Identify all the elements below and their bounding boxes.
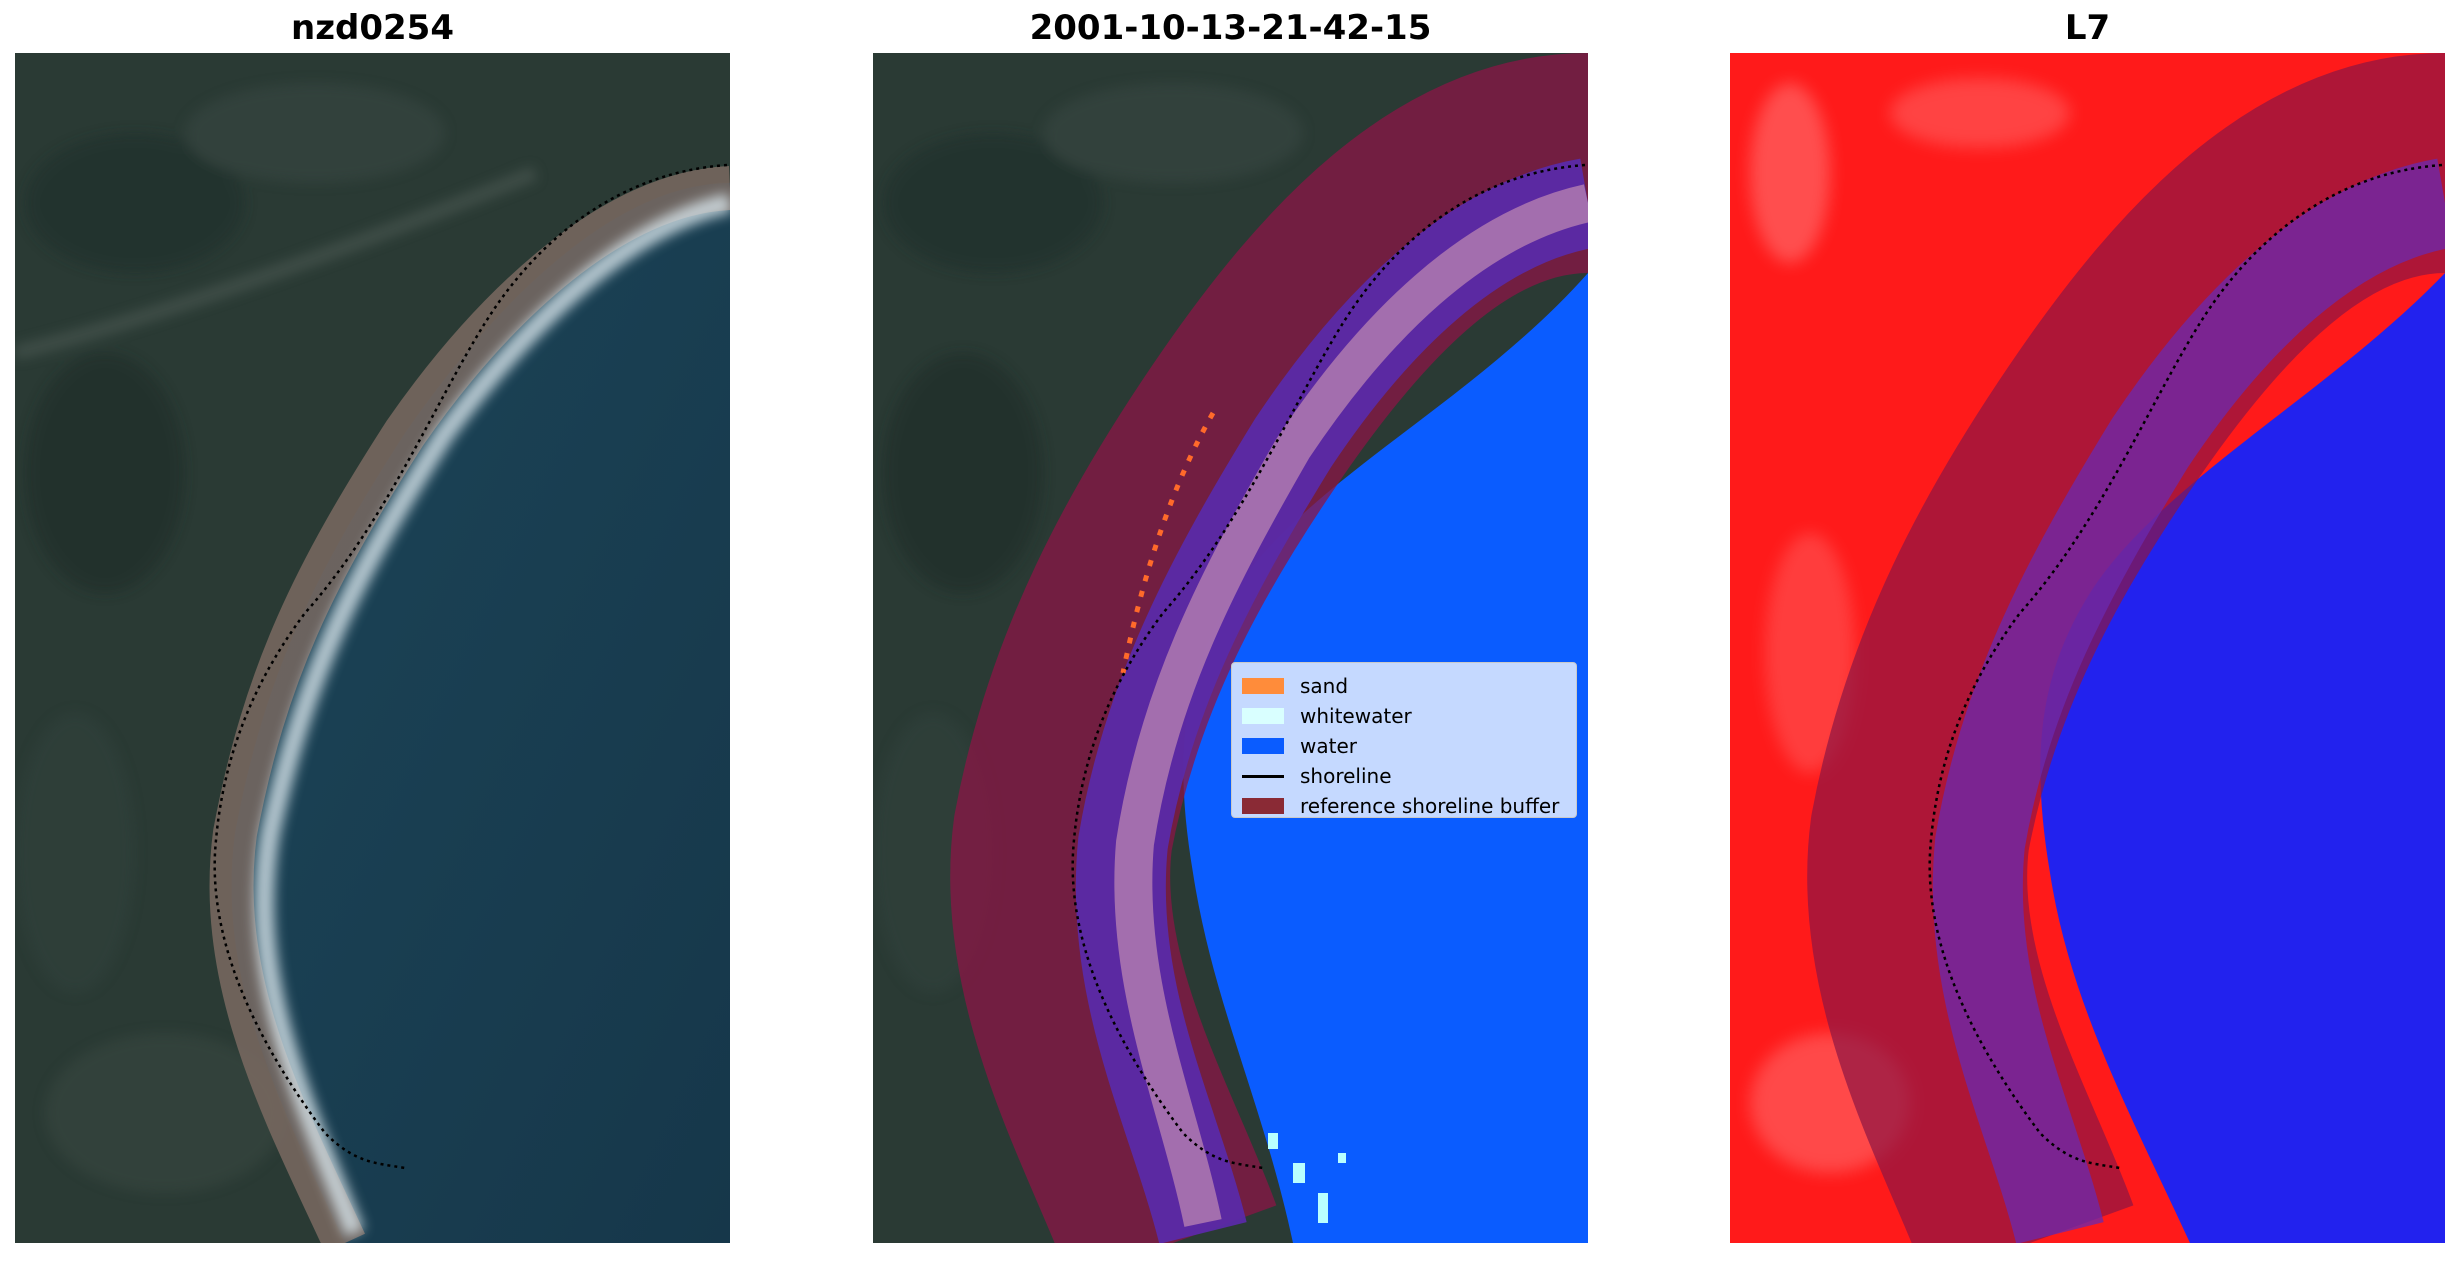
rgb-image-panel	[15, 53, 730, 1243]
shoreline-swatch	[1242, 774, 1284, 778]
sand-beach	[209, 166, 730, 1243]
legend-label: reference shoreline buffer	[1300, 794, 1560, 818]
whitewater-swatch	[1242, 708, 1284, 724]
legend-label: shoreline	[1300, 764, 1392, 788]
panel-title-right: L7	[2064, 8, 2111, 48]
legend-label: whitewater	[1300, 704, 1412, 728]
surf-zone	[254, 193, 730, 1237]
whitewater-class	[1268, 1133, 1346, 1223]
sea-area	[231, 183, 730, 1243]
sand-swatch	[1242, 678, 1284, 694]
legend-item-whitewater: whitewater	[1242, 701, 1566, 731]
classified-image-panel	[873, 53, 1588, 1243]
sand-class	[1120, 411, 1216, 674]
legend: sand whitewater water shoreline referenc…	[1231, 662, 1577, 818]
panel-title-left: nzd0254	[291, 8, 454, 48]
panel-title-middle: 2001-10-13-21-42-15	[1029, 8, 1432, 48]
whitewater-in-buffer	[1114, 184, 1588, 1227]
reference-shoreline-buffer	[1807, 53, 2445, 1243]
water-index	[2040, 273, 2445, 1243]
legend-label: water	[1300, 734, 1357, 758]
legend-item-water: water	[1242, 731, 1566, 761]
transition-zone	[1932, 158, 2445, 1243]
buffer-swatch	[1242, 798, 1284, 814]
shoreline-line	[1071, 163, 1586, 1170]
land-texture	[15, 83, 538, 1193]
rgb-image	[15, 53, 730, 1243]
legend-label: sand	[1300, 674, 1349, 698]
classified-image	[873, 53, 1588, 1243]
legend-item-sand: sand	[1242, 671, 1566, 701]
index-image	[1730, 53, 2445, 1243]
shoreline-line	[1928, 163, 2443, 1170]
legend-item-buffer: reference shoreline buffer	[1242, 791, 1566, 821]
water-swatch	[1242, 738, 1284, 754]
shoreline-line	[213, 163, 728, 1170]
index-image-panel	[1730, 53, 2445, 1243]
legend-item-shoreline: shoreline	[1242, 761, 1566, 791]
